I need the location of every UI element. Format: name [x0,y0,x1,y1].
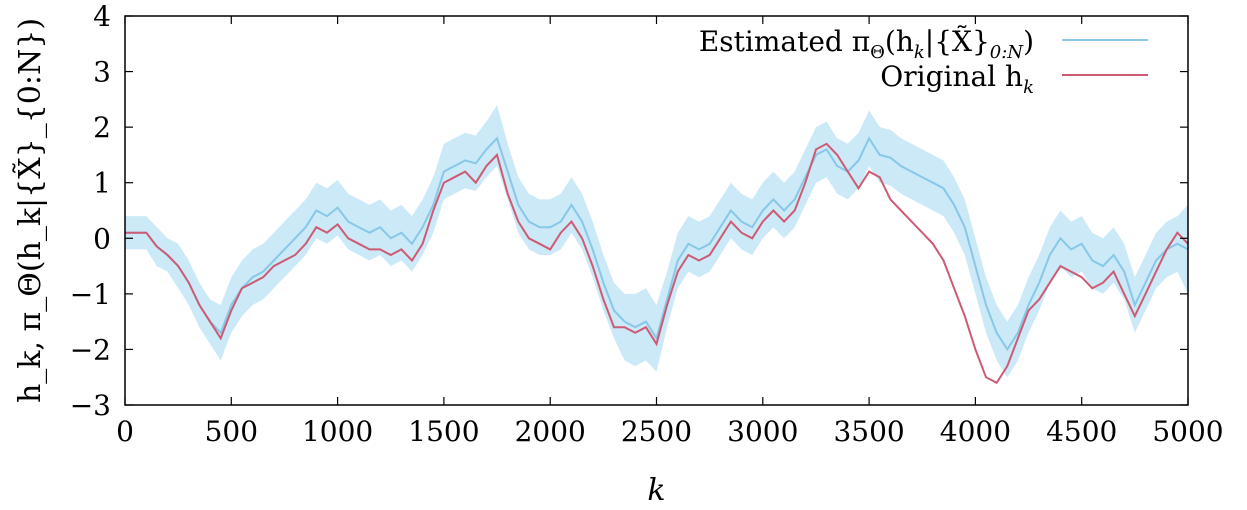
x-tick-label: 1000 [302,415,373,448]
x-tick-label: 2500 [621,415,692,448]
x-axis-label: k [647,473,665,508]
x-tick-label: 2000 [515,415,586,448]
x-tick-label: 4000 [940,415,1011,448]
y-tick-label: 1 [93,167,111,200]
y-tick-label: 2 [93,111,111,144]
axis-ticks-layer: 0 500 1000 1500 2000 2500 3000 3500 4000 4500 5000… [70,0,1224,448]
x-tick-label: 4500 [1046,415,1117,448]
estimated-band [125,104,1188,378]
y-tick-label: 0 [93,222,111,255]
x-tick-label: 5000 [1152,415,1223,448]
y-tick-label: 4 [93,0,111,33]
y-tick-label: −3 [70,389,111,422]
series-lines-layer [125,136,1189,385]
legend: Estimated πΘ(hk|{X̃}0:N)Original hk [699,25,1148,98]
x-tick-label: 3000 [727,415,798,448]
confidence-band-layer [125,104,1188,378]
series-line-original [125,142,1189,385]
x-tick-label: 500 [205,415,258,448]
x-tick-label: 1500 [408,415,479,448]
y-axis-label: h_k, π_Θ(h_k|{X̃}_{0:N}) [13,18,48,403]
legend-label-original: Original hk [880,60,1034,98]
series-line-estimated [125,136,1189,352]
x-tick-label: 3500 [833,415,904,448]
y-tick-label: −2 [70,333,111,366]
y-tick-label: 3 [93,56,111,89]
legend-label-estimated: Estimated πΘ(hk|{X̃}0:N) [699,25,1034,63]
y-tick-label: −1 [70,278,111,311]
x-tick-label: 0 [116,415,134,448]
